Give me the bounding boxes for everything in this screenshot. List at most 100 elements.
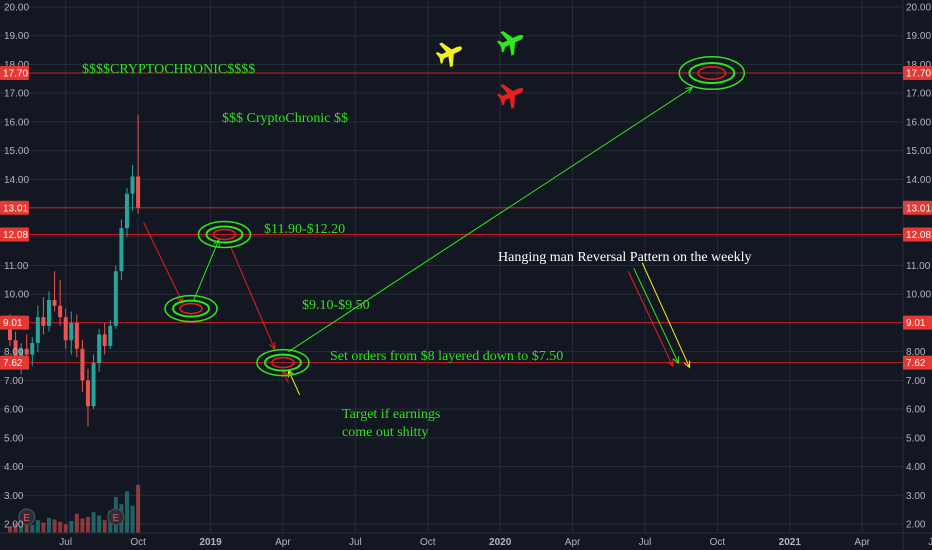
- arrowhead: [176, 295, 184, 304]
- target-ellipse-outer: [197, 220, 252, 249]
- arrow-line: [627, 271, 674, 367]
- price-tag-left: [0, 355, 29, 370]
- x-tick-label: Apr: [854, 537, 870, 548]
- arrow-line: [641, 262, 690, 368]
- volume-bar: [97, 515, 102, 533]
- arrow-line: [143, 222, 184, 304]
- y-tick-label-right: 15.00: [906, 146, 931, 157]
- arrow-line: [229, 245, 276, 349]
- y-tick-label-right: 3.00: [906, 491, 926, 502]
- airplane-icons: [435, 30, 524, 109]
- earnings-marker-label: E: [112, 513, 119, 524]
- y-tick-label-right: 7.00: [906, 376, 926, 387]
- volume-bar: [35, 520, 40, 533]
- price-tag-left: [0, 200, 29, 215]
- candle-body: [13, 340, 18, 358]
- y-tick-label-right: 6.00: [906, 405, 926, 416]
- candle-body: [91, 363, 96, 407]
- y-tick-label-left: 4.00: [4, 462, 24, 473]
- x-tick-label: Oct: [420, 537, 436, 548]
- arrow-line: [288, 87, 693, 353]
- volume-bar: [19, 525, 24, 533]
- candle-body: [97, 334, 102, 364]
- airplane-icon: [496, 84, 524, 109]
- candle-body: [63, 317, 68, 341]
- arrowhead: [685, 86, 694, 94]
- price-tag-right-label: 12.08: [906, 230, 931, 241]
- x-axis: Jul Oct 2019 Apr Jul Oct 2020 Apr Jul Oct 2021 Apr J…: [59, 537, 932, 548]
- orders-label: Set orders from $8 layered down to $7.50: [330, 349, 563, 364]
- x-tick-label: Jul: [59, 537, 72, 548]
- y-tick-label-right: 14.00: [906, 175, 931, 186]
- price-tag-right: [903, 66, 932, 81]
- x-tick-label: Apr: [565, 537, 581, 548]
- x-tick-label: Oct: [710, 537, 726, 548]
- y-tick-label-right: 18.00: [906, 60, 931, 71]
- y-tick-label-right: 17.00: [906, 89, 931, 100]
- x-tick-label: Jul: [928, 537, 932, 548]
- price-tag-left-label: 9.01: [3, 318, 23, 329]
- y-tick-label-right: 4.00: [906, 462, 926, 473]
- candle-body: [46, 299, 51, 326]
- price-tag-right-label: 17.70: [906, 69, 931, 80]
- candle-body: [136, 176, 141, 208]
- volume-bar: [52, 519, 57, 533]
- target-ellipse-mid: [172, 299, 211, 318]
- y-tick-label-left: 2.00: [4, 520, 24, 531]
- y-tick-label-right: 16.00: [906, 117, 931, 128]
- price-tag-left-label: 7.62: [3, 358, 23, 369]
- volume-bar: [136, 485, 141, 533]
- price-tag-right: [903, 315, 932, 330]
- y-tick-label-left: 11.00: [4, 261, 29, 272]
- price-level-lines: [0, 72, 903, 364]
- x-tick-label: 2020: [489, 537, 512, 548]
- candle-body: [108, 325, 113, 346]
- y-tick-label-left: 18.00: [4, 60, 29, 71]
- price-tag-right-label: 13.01: [906, 203, 931, 214]
- price-tag-left: [0, 227, 29, 242]
- y-tick-label-left: 6.00: [4, 405, 24, 416]
- candle-body: [8, 328, 12, 341]
- candle-body: [102, 334, 107, 346]
- airplane-icon: [496, 30, 524, 56]
- annotation-arrows: [143, 86, 694, 395]
- target-ellipse-outer: [164, 294, 218, 323]
- volume-bar: [124, 491, 129, 533]
- arrowhead: [213, 238, 220, 247]
- price-tag-right-label: 7.62: [906, 358, 926, 369]
- airplane-icon: [435, 42, 462, 68]
- y-tick-label-right: 19.00: [906, 31, 931, 42]
- candle-body: [52, 299, 57, 306]
- y-tick-label-left: 10.00: [4, 290, 29, 301]
- price-tag-left: [0, 315, 29, 330]
- watermark-title: $$$$CRYPTOCHRONIC$$$$: [82, 62, 255, 77]
- arrowhead: [672, 356, 679, 365]
- volume-bar: [58, 521, 63, 533]
- candle-body: [30, 343, 35, 355]
- price-tag-right: [903, 200, 932, 215]
- y-tick-label-right: 10.00: [906, 290, 931, 301]
- arrowhead: [667, 359, 674, 368]
- y-tick-label-left: 7.00: [4, 376, 24, 387]
- y-tick-label-left: 16.00: [4, 117, 29, 128]
- y-tick-label-left: 15.00: [4, 146, 29, 157]
- candle-body: [119, 228, 124, 272]
- x-tick-label: Jul: [639, 537, 652, 548]
- target-label-line1: Target if earnings: [342, 407, 440, 422]
- candle-body: [85, 380, 90, 407]
- candle-body: [19, 348, 24, 358]
- price-tag-left-label: 17.70: [3, 69, 28, 80]
- y-tick-label-left: 8.00: [4, 347, 24, 358]
- target-ellipse-inner: [179, 302, 203, 315]
- y-tick-label-right: 8.00: [906, 347, 926, 358]
- target-ellipse-inner: [271, 356, 295, 369]
- volume-bar: [102, 520, 107, 533]
- price-tags: 17.70 17.70 13.01 13.01 12.08 12.08 9.01 9.01 7.…: [0, 66, 932, 370]
- target-ellipse-outer: [256, 348, 310, 377]
- price-candles: [8, 114, 141, 427]
- volume-bar: [46, 517, 51, 533]
- arrowhead: [683, 360, 691, 369]
- range-label-lower: $9.10-$9.50: [302, 298, 370, 313]
- target-ellipse-mid: [263, 353, 302, 372]
